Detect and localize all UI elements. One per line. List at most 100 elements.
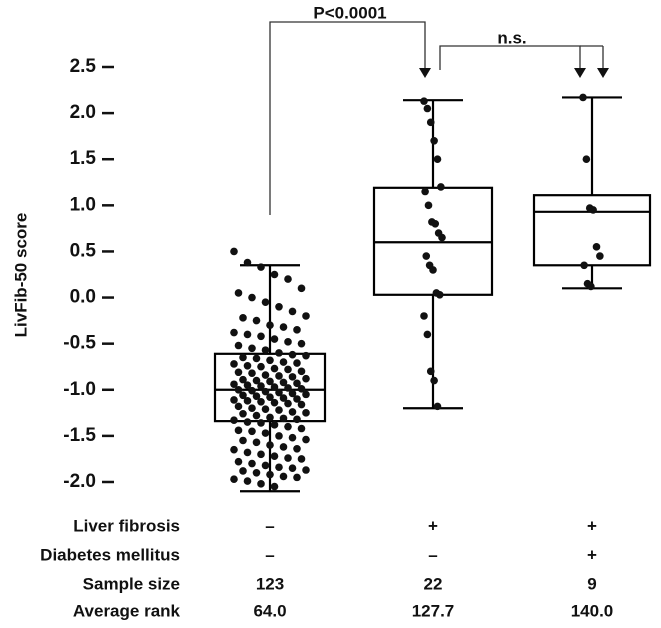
data-point	[266, 356, 274, 365]
data-point	[239, 353, 247, 362]
data-point	[426, 118, 435, 127]
data-point	[252, 392, 261, 401]
data-point	[435, 290, 444, 299]
data-point	[429, 266, 437, 274]
data-point	[234, 426, 243, 435]
data-point	[270, 364, 279, 373]
data-point	[284, 422, 292, 431]
data-point	[266, 321, 274, 330]
data-point	[297, 400, 306, 409]
data-point	[430, 376, 438, 385]
data-point	[248, 427, 256, 436]
data-point	[261, 298, 270, 306]
data-point	[257, 332, 265, 341]
data-point	[587, 282, 595, 291]
data-point	[243, 477, 252, 485]
data-point	[431, 219, 440, 228]
data-point	[288, 464, 297, 472]
data-point	[252, 468, 261, 477]
data-point	[302, 466, 310, 474]
data-point	[230, 416, 238, 425]
data-point	[270, 452, 279, 460]
data-point	[284, 365, 292, 374]
data-point	[297, 455, 306, 463]
data-point	[266, 377, 274, 386]
data-point	[257, 362, 265, 371]
row-label: Average rank	[73, 601, 181, 620]
y-tick-label: 0.5	[70, 240, 97, 261]
data-point	[422, 252, 431, 260]
data-point	[275, 388, 283, 397]
data-point	[279, 414, 288, 423]
data-point	[279, 378, 288, 387]
table-cell: +	[587, 545, 597, 564]
data-point	[266, 441, 274, 449]
data-point	[234, 402, 243, 411]
table-cell: 22	[424, 574, 443, 593]
table-cell: +	[428, 516, 438, 535]
data-point	[297, 367, 306, 376]
data-point	[239, 409, 247, 418]
data-point	[438, 233, 446, 242]
data-point	[426, 367, 435, 376]
data-point	[430, 136, 438, 145]
y-tick-label: -2.0	[63, 471, 96, 492]
data-point	[284, 384, 292, 392]
data-point	[279, 358, 288, 366]
y-tick-label: -1.0	[63, 379, 96, 400]
data-point	[239, 314, 247, 322]
data-point	[275, 432, 283, 440]
data-point	[261, 346, 270, 354]
data-point	[252, 354, 261, 363]
data-point	[248, 293, 256, 302]
data-point	[279, 394, 288, 402]
data-point	[239, 467, 247, 475]
data-point	[257, 382, 265, 390]
data-point	[243, 381, 252, 389]
data-point	[248, 459, 256, 468]
data-point	[293, 379, 301, 388]
data-point	[230, 360, 238, 368]
y-tick-label: 2.0	[70, 102, 96, 123]
data-point	[230, 396, 238, 404]
annotation: n.s.	[497, 28, 526, 47]
data-point	[261, 387, 270, 396]
box	[532, 194, 652, 267]
data-point	[234, 457, 243, 466]
y-tick-label: 2.5	[70, 56, 97, 77]
data-point	[243, 418, 252, 426]
table-cell: 9	[587, 574, 596, 593]
data-point	[270, 398, 279, 407]
data-point	[243, 448, 252, 457]
data-point	[288, 373, 297, 381]
data-point	[230, 328, 238, 337]
data-point	[437, 183, 445, 191]
data-point	[284, 275, 292, 283]
annotation: P<0.0001	[313, 3, 386, 22]
data-point	[239, 391, 247, 400]
data-point	[234, 341, 243, 350]
data-point	[230, 475, 238, 484]
data-point	[270, 482, 279, 491]
data-point	[288, 433, 297, 442]
y-tick-label: -1.5	[63, 425, 96, 446]
data-point	[288, 307, 297, 316]
data-point	[248, 344, 256, 353]
table-cell: –	[265, 545, 274, 564]
data-point	[275, 349, 283, 357]
table-cell: 140.0	[571, 601, 614, 620]
data-point	[297, 339, 306, 348]
row-label: Diabetes mellitus	[40, 545, 180, 564]
data-point	[423, 330, 432, 339]
data-point	[421, 187, 429, 196]
table-cell: 127.7	[412, 601, 455, 620]
data-point	[582, 155, 591, 164]
data-point	[293, 444, 301, 453]
data-point	[234, 289, 243, 297]
data-point	[420, 312, 428, 320]
data-point	[257, 397, 265, 406]
data-point	[302, 409, 310, 417]
data-point	[284, 338, 292, 346]
data-point	[270, 383, 279, 391]
